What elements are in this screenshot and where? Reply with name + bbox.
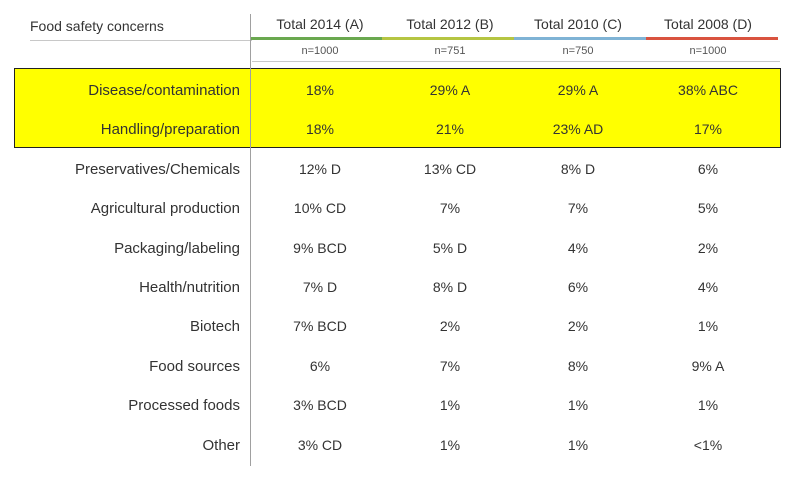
table-cell: <1% [693,437,723,453]
table-cell: 4% [697,279,719,295]
table-cell: 1% [697,397,719,413]
label-column-divider [250,14,251,466]
table-cell: 1% [439,397,461,413]
sample-size-divider [252,61,780,62]
table-cell: 10% CD [293,200,347,216]
table-cell: 6% [567,279,589,295]
header-divider [30,40,252,41]
table-cell: 29% A [557,82,599,98]
table-cell: 1% [567,437,589,453]
table-row: Preservatives/Chemicals 12% D 13% CD 8% … [0,150,800,189]
row-label: Food sources [149,358,240,375]
table-cell: 21% [435,121,465,137]
column-color-bar-2010 [514,37,646,40]
row-label: Preservatives/Chemicals [74,161,240,178]
column-header-2008: Total 2008 (D) [664,16,752,32]
table-row: Handling/preparation 18% 21% 23% AD 17% [0,110,800,149]
table-cell: 7% [567,200,589,216]
table-row: Agricultural production 10% CD 7% 7% 5% [0,189,800,228]
table-cell: 8% [567,358,589,374]
column-header-2012: Total 2012 (B) [406,16,494,32]
table-cell: 9% BCD [293,240,347,256]
table-cell: 7% [439,358,461,374]
table-cell: 1% [567,397,589,413]
table-cell: 18% [305,82,335,98]
row-label: Packaging/labeling [114,240,240,257]
table-row: Biotech 7% BCD 2% 2% 1% [0,307,800,346]
table-cell: 8% D [432,279,468,295]
table-cell: 23% AD [552,121,604,137]
table-cell: 6% [697,161,719,177]
sample-size-2012: n=751 [434,45,466,57]
table-cell: 18% [305,121,335,137]
row-label: Biotech [189,318,240,335]
row-label: Other [202,437,240,454]
table-cell: 5% [697,200,719,216]
table-cell: 29% A [429,82,471,98]
table-row: Other 3% CD 1% 1% <1% [0,426,800,465]
column-color-bar-2014 [250,37,382,40]
sample-size-2010: n=750 [562,45,594,57]
table-cell: 7% D [302,279,338,295]
table-cell: 2% [697,240,719,256]
table-cell: 8% D [560,161,596,177]
table-cell: 17% [693,121,723,137]
table-cell: 12% D [298,161,342,177]
table-title: Food safety concerns [30,18,164,34]
row-label: Disease/contamination [88,82,240,99]
table-cell: 3% CD [297,437,343,453]
table-cell: 38% ABC [678,82,738,98]
row-label: Handling/preparation [100,121,240,138]
table-row: Processed foods 3% BCD 1% 1% 1% [0,386,800,425]
table-cell: 3% BCD [293,397,347,413]
table-row: Packaging/labeling 9% BCD 5% D 4% 2% [0,229,800,268]
row-label: Agricultural production [90,200,240,217]
table-cell: 5% D [432,240,468,256]
table-cell: 7% BCD [293,318,347,334]
highlight-box [14,68,781,148]
sample-size-2014: n=1000 [301,45,339,57]
column-color-bar-2008 [646,37,778,40]
table-cell: 2% [567,318,589,334]
sample-size-2008: n=1000 [689,45,727,57]
column-header-2014: Total 2014 (A) [276,16,364,32]
table-cell: 1% [697,318,719,334]
row-label: Health/nutrition [139,279,240,296]
table-cell: 2% [439,318,461,334]
column-color-bar-2012 [382,37,514,40]
table-row: Food sources 6% 7% 8% 9% A [0,347,800,386]
table-cell: 13% CD [423,161,477,177]
table-cell: 1% [439,437,461,453]
column-header-2010: Total 2010 (C) [534,16,622,32]
table-cell: 4% [567,240,589,256]
table-cell: 7% [439,200,461,216]
table-cell: 9% A [691,358,725,374]
table-cell: 6% [309,358,331,374]
table-row: Health/nutrition 7% D 8% D 6% 4% [0,268,800,307]
row-label: Processed foods [128,397,240,414]
table-row: Disease/contamination 18% 29% A 29% A 38… [0,71,800,110]
